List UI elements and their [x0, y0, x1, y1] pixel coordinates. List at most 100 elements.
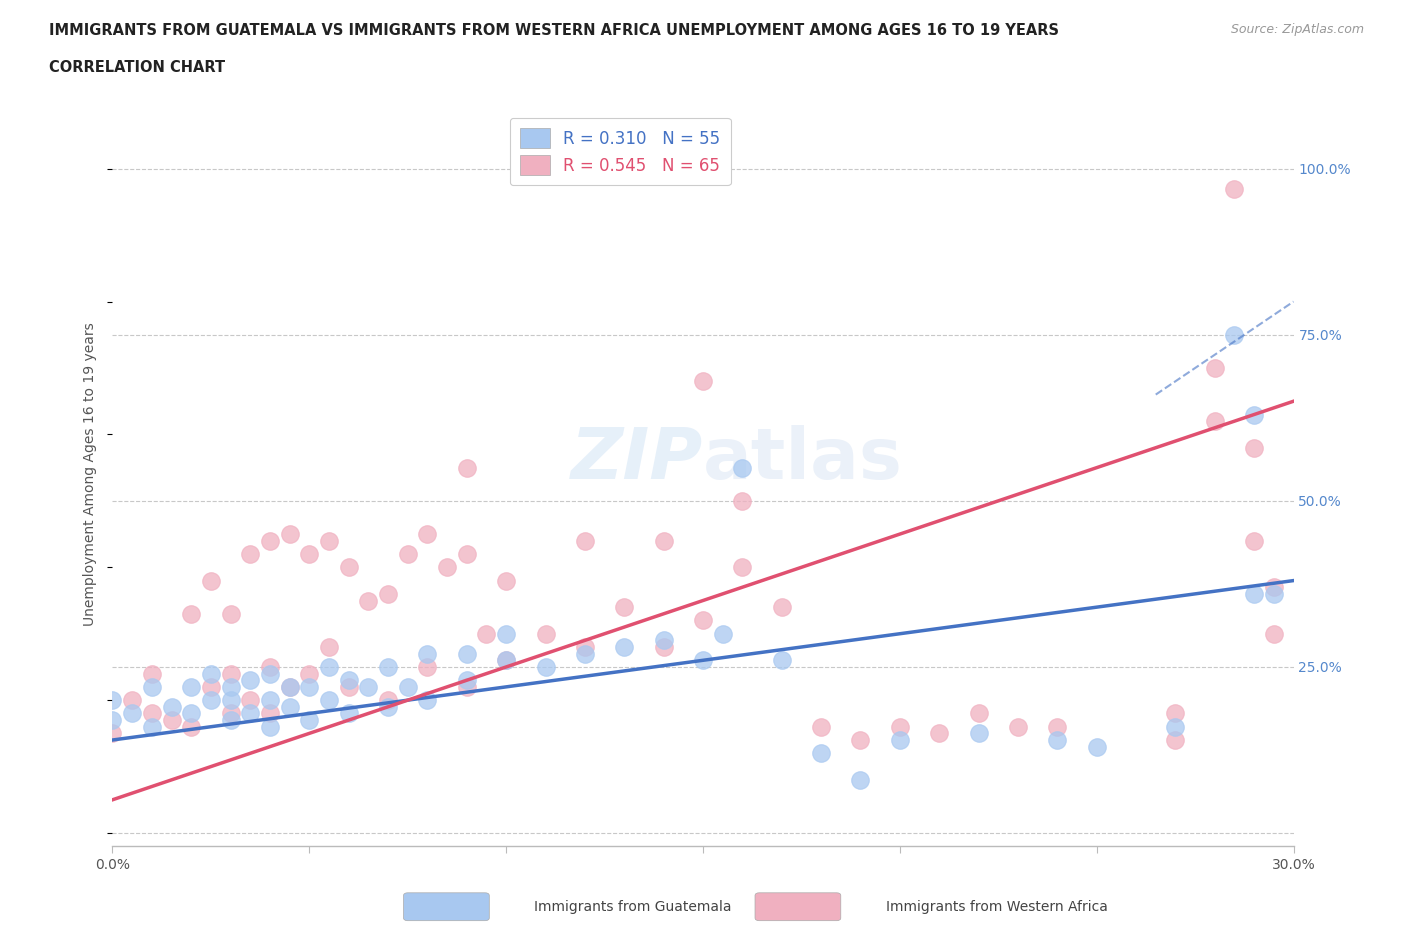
- Point: [219, 693, 242, 708]
- Point: [180, 680, 202, 695]
- Point: [416, 693, 439, 708]
- Point: [141, 680, 163, 695]
- Point: [278, 699, 301, 714]
- Point: [1085, 739, 1108, 754]
- Point: [574, 646, 596, 661]
- Point: [495, 573, 517, 588]
- Point: [357, 680, 380, 695]
- Point: [239, 693, 262, 708]
- Point: [121, 693, 143, 708]
- Point: [574, 533, 596, 548]
- Point: [692, 613, 714, 628]
- Point: [889, 733, 911, 748]
- Point: [534, 626, 557, 641]
- Text: CORRELATION CHART: CORRELATION CHART: [49, 60, 225, 75]
- Point: [180, 606, 202, 621]
- Point: [298, 547, 321, 562]
- Point: [456, 672, 478, 687]
- Point: [534, 659, 557, 674]
- Point: [731, 494, 754, 509]
- Legend: R = 0.310   N = 55, R = 0.545   N = 65: R = 0.310 N = 55, R = 0.545 N = 65: [510, 118, 731, 185]
- Point: [1164, 719, 1187, 734]
- Point: [180, 706, 202, 721]
- Text: Source: ZipAtlas.com: Source: ZipAtlas.com: [1230, 23, 1364, 36]
- Text: atlas: atlas: [703, 425, 903, 494]
- Point: [259, 533, 281, 548]
- Point: [1204, 361, 1226, 376]
- Point: [200, 573, 222, 588]
- Point: [357, 593, 380, 608]
- Point: [1243, 407, 1265, 422]
- Point: [377, 587, 399, 602]
- Point: [377, 693, 399, 708]
- Point: [101, 726, 124, 741]
- Point: [889, 719, 911, 734]
- Point: [180, 719, 202, 734]
- Point: [141, 666, 163, 681]
- Point: [259, 659, 281, 674]
- Point: [967, 726, 990, 741]
- Point: [456, 646, 478, 661]
- Point: [298, 712, 321, 727]
- Point: [810, 746, 832, 761]
- Point: [337, 706, 360, 721]
- Point: [495, 653, 517, 668]
- Point: [219, 706, 242, 721]
- Text: ZIP: ZIP: [571, 425, 703, 494]
- Point: [770, 653, 793, 668]
- Point: [1007, 719, 1029, 734]
- Point: [219, 606, 242, 621]
- Point: [475, 626, 498, 641]
- Point: [337, 680, 360, 695]
- Point: [928, 726, 950, 741]
- Point: [770, 600, 793, 615]
- Point: [219, 680, 242, 695]
- Point: [1223, 181, 1246, 196]
- Point: [121, 706, 143, 721]
- Point: [337, 672, 360, 687]
- Point: [456, 680, 478, 695]
- Point: [1243, 440, 1265, 455]
- Point: [200, 666, 222, 681]
- Point: [259, 693, 281, 708]
- Point: [416, 526, 439, 541]
- Y-axis label: Unemployment Among Ages 16 to 19 years: Unemployment Among Ages 16 to 19 years: [83, 323, 97, 626]
- Point: [1263, 587, 1285, 602]
- Point: [298, 666, 321, 681]
- Point: [574, 640, 596, 655]
- Point: [278, 680, 301, 695]
- Point: [141, 719, 163, 734]
- Point: [141, 706, 163, 721]
- Point: [239, 672, 262, 687]
- Point: [416, 646, 439, 661]
- Point: [259, 719, 281, 734]
- Point: [456, 547, 478, 562]
- Point: [810, 719, 832, 734]
- Point: [967, 706, 990, 721]
- Point: [495, 626, 517, 641]
- Point: [731, 460, 754, 475]
- Point: [613, 600, 636, 615]
- Point: [495, 653, 517, 668]
- Point: [278, 680, 301, 695]
- Point: [239, 706, 262, 721]
- Point: [337, 560, 360, 575]
- Point: [219, 712, 242, 727]
- Point: [1164, 733, 1187, 748]
- Point: [613, 640, 636, 655]
- Point: [1243, 587, 1265, 602]
- Point: [1243, 533, 1265, 548]
- Point: [318, 659, 340, 674]
- Point: [239, 547, 262, 562]
- Point: [160, 712, 183, 727]
- Text: Immigrants from Western Africa: Immigrants from Western Africa: [886, 899, 1108, 914]
- Point: [652, 633, 675, 648]
- Point: [652, 640, 675, 655]
- Point: [278, 526, 301, 541]
- Point: [1263, 579, 1285, 594]
- Point: [416, 659, 439, 674]
- Point: [259, 666, 281, 681]
- Point: [1204, 414, 1226, 429]
- Point: [160, 699, 183, 714]
- Point: [849, 733, 872, 748]
